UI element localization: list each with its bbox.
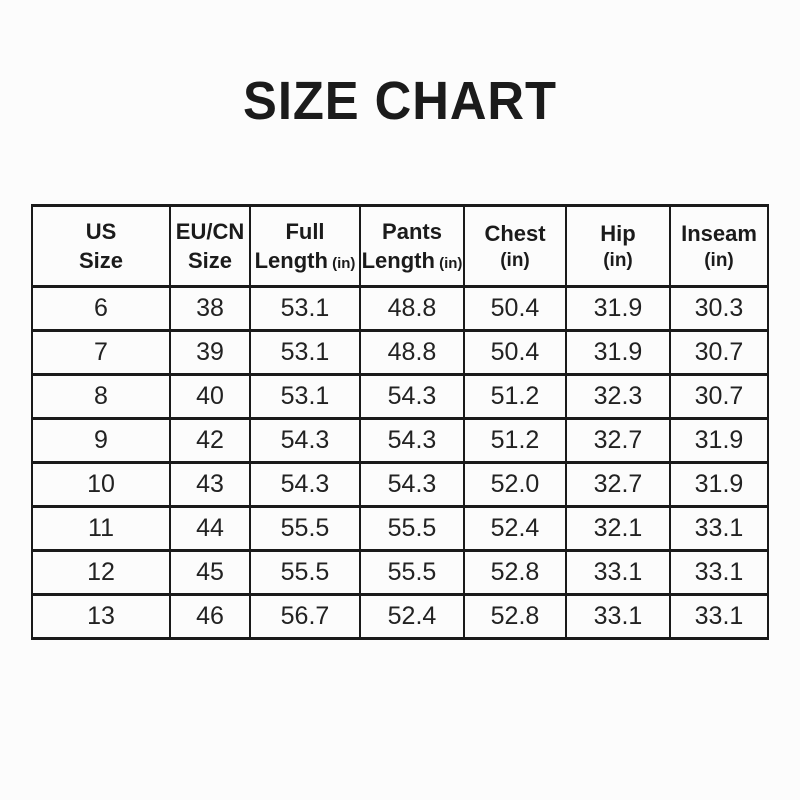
table-cell: 52.4 xyxy=(463,505,567,553)
table-cell: 54.3 xyxy=(359,417,465,465)
header-line-top: Full xyxy=(285,219,325,245)
table-cell: 13 xyxy=(31,593,171,641)
table-cell: 54.3 xyxy=(249,417,361,465)
table-cell: 45 xyxy=(169,549,251,597)
header-unit-inline: (in) xyxy=(327,255,356,273)
table-row-us-13: 13 46 56.7 52.4 52.8 33.1 33.1 xyxy=(31,593,769,641)
header-line-top: EU/CN xyxy=(175,219,245,245)
table-cell: 33.1 xyxy=(565,593,671,641)
header-line-top: Chest xyxy=(484,221,546,247)
column-header-inseam: Inseam (in) xyxy=(669,204,769,289)
table-cell: 6 xyxy=(31,285,171,333)
table-cell: 44 xyxy=(169,505,251,553)
table-cell: 54.3 xyxy=(249,461,361,509)
table-cell: 56.7 xyxy=(249,593,361,641)
table-cell: 38 xyxy=(169,285,251,333)
table-cell: 53.1 xyxy=(249,373,361,421)
table-cell: 32.1 xyxy=(565,505,671,553)
table-cell: 52.8 xyxy=(463,549,567,597)
table-cell: 55.5 xyxy=(249,549,361,597)
size-chart-table: US Size EU/CN Size Full Length (in) Pants Lengt… xyxy=(31,204,769,641)
header-unit-inline: (in) xyxy=(434,255,463,273)
header-line-top: Inseam xyxy=(681,221,757,247)
table-cell: 31.9 xyxy=(669,417,769,465)
table-cell: 53.1 xyxy=(249,329,361,377)
table-cell: 30.7 xyxy=(669,373,769,421)
header-line-bottom: Size xyxy=(187,248,233,274)
table-cell: 40 xyxy=(169,373,251,421)
header-row: US Size EU/CN Size Full Length (in) Pants Lengt… xyxy=(31,204,769,289)
table-cell: 39 xyxy=(169,329,251,377)
table-cell: 8 xyxy=(31,373,171,421)
column-header-full: Full Length (in) xyxy=(249,204,361,289)
table-cell: 52.0 xyxy=(463,461,567,509)
header-line-bottom: Length (in) xyxy=(361,248,463,274)
column-header-eu-cn: EU/CN Size xyxy=(169,204,251,289)
table-row-us-10: 10 43 54.3 54.3 52.0 32.7 31.9 xyxy=(31,461,769,509)
table-cell: 48.8 xyxy=(359,285,465,333)
table-cell: 52.8 xyxy=(463,593,567,641)
column-header-chest: Chest (in) xyxy=(463,204,567,289)
column-header-hip: Hip (in) xyxy=(565,204,671,289)
table-row-us-9: 9 42 54.3 54.3 51.2 32.7 31.9 xyxy=(31,417,769,465)
page-title: SIZE CHART xyxy=(243,71,557,131)
table-row-us-6: 6 38 53.1 48.8 50.4 31.9 30.3 xyxy=(31,285,769,333)
table-row-us-7: 7 39 53.1 48.8 50.4 31.9 30.7 xyxy=(31,329,769,377)
table-cell: 51.2 xyxy=(463,417,567,465)
table-cell: 54.3 xyxy=(359,461,465,509)
table-cell: 55.5 xyxy=(249,505,361,553)
table-row-us-12: 12 45 55.5 55.5 52.8 33.1 33.1 xyxy=(31,549,769,597)
header-line-bottom: Size xyxy=(78,248,124,274)
header-unit: (in) xyxy=(500,250,530,272)
table-cell: 33.1 xyxy=(669,549,769,597)
table-cell: 32.7 xyxy=(565,461,671,509)
table-cell: 11 xyxy=(31,505,171,553)
header-unit: (in) xyxy=(704,250,734,272)
table-cell: 52.4 xyxy=(359,593,465,641)
header-unit: (in) xyxy=(603,250,633,272)
header-line-top: US xyxy=(85,219,117,245)
table-cell: 46 xyxy=(169,593,251,641)
table-row-us-8: 8 40 53.1 54.3 51.2 32.3 30.7 xyxy=(31,373,769,421)
table-cell: 50.4 xyxy=(463,285,567,333)
table-cell: 51.2 xyxy=(463,373,567,421)
table-cell: 31.9 xyxy=(565,285,671,333)
table-cell: 32.3 xyxy=(565,373,671,421)
table-cell: 55.5 xyxy=(359,505,465,553)
table-cell: 31.9 xyxy=(565,329,671,377)
column-header-us: US Size xyxy=(31,204,171,289)
table-cell: 48.8 xyxy=(359,329,465,377)
table-cell: 42 xyxy=(169,417,251,465)
table-body: 6 38 53.1 48.8 50.4 31.9 30.3 7 39 53.1 48.8 50.4 31… xyxy=(31,285,769,641)
header-line-bottom: Length (in) xyxy=(254,248,356,274)
table-cell: 55.5 xyxy=(359,549,465,597)
table-cell: 54.3 xyxy=(359,373,465,421)
table-row-us-11: 11 44 55.5 55.5 52.4 32.1 33.1 xyxy=(31,505,769,553)
table-cell: 43 xyxy=(169,461,251,509)
column-header-pants: Pants Length (in) xyxy=(359,204,465,289)
table-cell: 9 xyxy=(31,417,171,465)
header-line-top: Pants xyxy=(382,219,442,245)
table-cell: 33.1 xyxy=(669,505,769,553)
table-cell: 33.1 xyxy=(669,593,769,641)
table-cell: 10 xyxy=(31,461,171,509)
table-cell: 50.4 xyxy=(463,329,567,377)
table-cell: 30.3 xyxy=(669,285,769,333)
table-cell: 32.7 xyxy=(565,417,671,465)
table-cell: 7 xyxy=(31,329,171,377)
table-cell: 53.1 xyxy=(249,285,361,333)
table-cell: 30.7 xyxy=(669,329,769,377)
header-line-top: Hip xyxy=(600,221,636,247)
table-cell: 12 xyxy=(31,549,171,597)
table-cell: 31.9 xyxy=(669,461,769,509)
table-cell: 33.1 xyxy=(565,549,671,597)
